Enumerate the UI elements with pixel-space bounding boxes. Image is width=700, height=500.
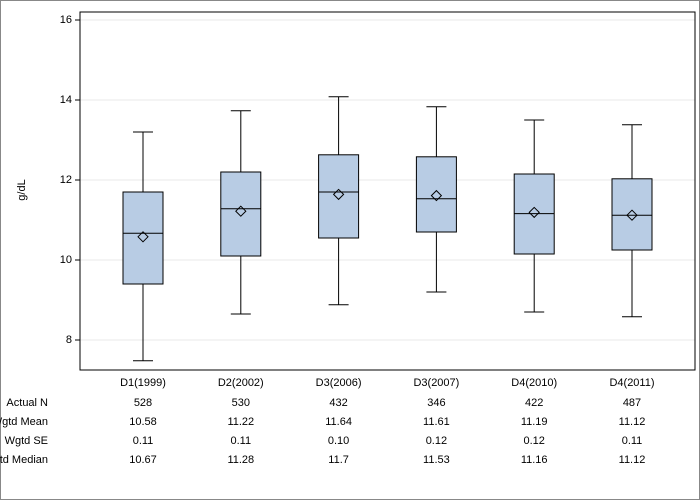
table-cell: 0.11 xyxy=(231,435,252,447)
x-tick-label: D4(2010) xyxy=(511,377,557,389)
y-tick-label: 16 xyxy=(60,14,72,26)
table-cell: 11.12 xyxy=(619,416,646,428)
mean-marker xyxy=(528,206,540,219)
table-row-label: Wgtd Mean xyxy=(0,416,48,428)
table-cell: 0.10 xyxy=(328,435,349,447)
mean-marker xyxy=(430,189,443,202)
mean-marker xyxy=(137,231,149,243)
table-cell: 11.22 xyxy=(227,416,254,428)
y-tick-label: 14 xyxy=(60,94,72,106)
table-cell: 11.53 xyxy=(423,454,450,466)
table-cell: 0.11 xyxy=(622,435,643,447)
y-tick-label: 12 xyxy=(60,174,72,186)
mean-marker xyxy=(626,209,638,221)
y-axis-label: g/dL xyxy=(16,179,28,200)
table-cell: 432 xyxy=(329,397,347,409)
box xyxy=(318,154,360,239)
table-cell: 10.67 xyxy=(129,454,157,466)
y-tick-label: 10 xyxy=(60,254,72,266)
box xyxy=(415,156,457,233)
table-cell: 11.19 xyxy=(521,416,548,428)
table-cell: 11.7 xyxy=(328,454,349,466)
table-cell: 528 xyxy=(134,397,152,409)
table-cell: 487 xyxy=(623,397,641,409)
x-tick-label: D3(2007) xyxy=(413,377,459,389)
x-tick-label: D1(1999) xyxy=(120,377,166,389)
table-cell: 422 xyxy=(525,397,543,409)
table-cell: 346 xyxy=(427,397,445,409)
box xyxy=(220,171,262,257)
box xyxy=(122,191,164,285)
table-cell: 0.12 xyxy=(523,435,544,447)
x-tick-label: D2(2002) xyxy=(218,377,264,389)
table-cell: 0.11 xyxy=(133,435,154,447)
mean-marker xyxy=(332,188,345,201)
plot-frame xyxy=(79,11,696,371)
table-row-label: Actual N xyxy=(6,397,48,409)
y-tick-label: 8 xyxy=(66,334,72,346)
table-row-label: Wgtd SE xyxy=(5,435,48,447)
table-cell: 11.12 xyxy=(619,454,646,466)
table-cell: 530 xyxy=(232,397,250,409)
x-tick-label: D4(2011) xyxy=(609,377,654,389)
table-cell: 11.64 xyxy=(325,416,352,428)
table-cell: 10.58 xyxy=(129,416,157,428)
table-cell: 11.16 xyxy=(521,454,548,466)
box xyxy=(611,178,653,251)
table-cell: 11.28 xyxy=(227,454,254,466)
table-row-label: Wgtd Median xyxy=(0,454,48,466)
table-cell: 11.61 xyxy=(423,416,450,428)
table-cell: 0.12 xyxy=(426,435,447,447)
x-tick-label: D3(2006) xyxy=(316,377,362,389)
mean-marker xyxy=(235,205,247,217)
